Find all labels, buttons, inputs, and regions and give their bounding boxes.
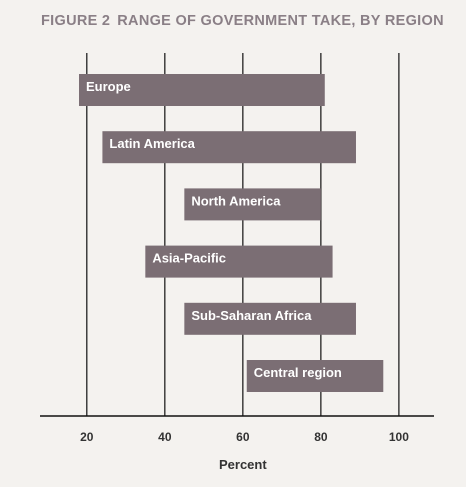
bar-label-central-region: Central region (254, 365, 342, 380)
figure-number: FIGURE 2 (41, 13, 111, 29)
tick-label-40: 40 (158, 430, 172, 444)
figure-title: RANGE OF GOVERNMENT TAKE, BY REGION (117, 13, 444, 29)
x-axis-label: Percent (219, 457, 267, 472)
x-tick-labels: 20 40 60 80 100 (80, 430, 409, 444)
bar-central-region (246, 360, 384, 392)
bar-europe (79, 74, 325, 106)
tick-label-100: 100 (389, 430, 409, 444)
bar-sub-saharan-africa (184, 302, 356, 335)
chart-title: FIGURE 2 RANGE OF GOVERNMENT TAKE, BY REG… (41, 13, 444, 29)
bar-north-america (184, 188, 321, 221)
tick-label-60: 60 (236, 430, 250, 444)
gridlines (86, 53, 400, 416)
bars: Europe Latin America North America Asia-Pac… (79, 74, 384, 392)
tick-label-20: 20 (80, 430, 94, 444)
bar-label-asia-pacific: Asia-Pacific (152, 251, 226, 266)
bar-label-sub-saharan-africa: Sub-Saharan Africa (191, 308, 312, 323)
bar-label-europe: Europe (86, 79, 131, 94)
bar-latin-america (102, 131, 356, 164)
bar-asia-pacific (145, 245, 333, 278)
bar-label-latin-america: Latin America (109, 136, 195, 151)
tick-label-80: 80 (314, 430, 328, 444)
bar-label-north-america: North America (191, 193, 281, 208)
